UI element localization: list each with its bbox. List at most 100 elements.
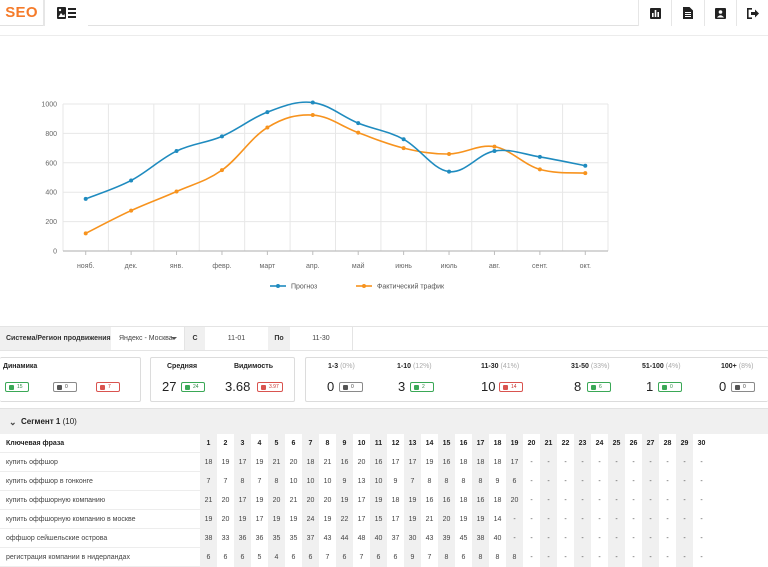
range-badge-value: 6 <box>599 384 602 390</box>
equal-icon <box>57 384 62 390</box>
position-cell: - <box>632 497 635 504</box>
keyword-cell: купить оффшор в гонконге <box>0 472 200 491</box>
position-cell: 17 <box>391 516 400 523</box>
position-cell: 19 <box>289 516 298 523</box>
visibility-badge-value: 3.97 <box>269 384 279 390</box>
arrow-up-icon <box>662 384 667 390</box>
image-list-button[interactable] <box>44 0 88 26</box>
position-cell: 6 <box>506 472 523 491</box>
position-cell: 19 <box>221 459 230 466</box>
data-point-forecast[interactable] <box>537 154 542 159</box>
position-cell: - <box>564 554 567 561</box>
data-point-actual[interactable] <box>537 167 542 172</box>
position-cell: - <box>564 516 567 523</box>
position-cell: 9 <box>404 548 421 567</box>
data-point-forecast[interactable] <box>492 149 497 154</box>
x-tick-label: май <box>352 262 365 270</box>
dynamics-up-value: 15 <box>17 384 23 390</box>
data-point-actual[interactable] <box>174 189 179 194</box>
position-cell: - <box>540 548 557 567</box>
logout-button[interactable] <box>736 0 768 26</box>
segment-header[interactable]: ⌄ Сегмент 1 (10) <box>0 408 768 434</box>
position-cell: - <box>700 478 703 485</box>
data-point-actual[interactable] <box>265 125 270 130</box>
stats-button[interactable] <box>638 0 671 26</box>
range-51-100-badge: 0 <box>658 382 682 392</box>
average-value: 27 <box>162 379 177 394</box>
day-column-header: 25 <box>608 434 625 453</box>
position-cell: 19 <box>404 510 421 529</box>
day-column-header: 5 <box>268 434 285 453</box>
position-cell: 33 <box>221 535 230 542</box>
data-point-forecast[interactable] <box>219 134 224 139</box>
position-cell: 18 <box>493 497 502 504</box>
day-column-header: 19 <box>506 434 523 453</box>
table-row: купить оффшорную компанию в москве 19 20 19… <box>0 510 768 529</box>
brand-logo[interactable]: SEO <box>0 0 44 26</box>
dynamics-down-badge: 7 <box>96 382 120 392</box>
day-column-header: 16 <box>459 440 468 447</box>
date-from-input[interactable]: 11-01 <box>205 327 268 350</box>
day-column-header: 10 <box>357 440 366 447</box>
user-card-icon <box>715 7 726 19</box>
position-cell: - <box>598 497 601 504</box>
position-cell: - <box>700 554 703 561</box>
position-cell: - <box>574 510 591 529</box>
position-cell: 21 <box>200 491 217 510</box>
data-point-forecast[interactable] <box>265 110 270 115</box>
data-point-actual[interactable] <box>492 144 497 149</box>
data-point-actual[interactable] <box>583 171 588 176</box>
position-cell: - <box>530 516 533 523</box>
position-cell: - <box>608 491 625 510</box>
position-cell: - <box>530 497 533 504</box>
data-point-forecast[interactable] <box>583 163 588 168</box>
profile-button[interactable] <box>704 0 736 26</box>
y-tick-label: 800 <box>45 131 57 138</box>
y-tick-label: 200 <box>45 219 57 226</box>
position-cell: 20 <box>302 491 319 510</box>
arrow-up-icon <box>9 384 14 390</box>
position-cell: - <box>598 554 601 561</box>
system-region-select[interactable]: Яндекс - Москва <box>111 327 185 350</box>
data-point-actual[interactable] <box>219 168 224 173</box>
data-point-forecast[interactable] <box>447 169 452 174</box>
dynamics-up-badge: 15 <box>5 382 29 392</box>
position-cell: 24 <box>302 510 319 529</box>
position-cell: 19 <box>268 510 285 529</box>
position-cell: 40 <box>493 535 502 542</box>
data-point-actual[interactable] <box>83 231 88 236</box>
x-tick-label: февр. <box>212 263 231 270</box>
day-column-header: 8 <box>325 440 330 447</box>
data-point-forecast[interactable] <box>83 196 88 201</box>
range-label: 31-50 <box>571 363 589 370</box>
position-cell: - <box>642 529 659 548</box>
position-cell: 6 <box>461 554 466 561</box>
data-point-forecast[interactable] <box>129 178 134 183</box>
position-cell: 43 <box>425 535 434 542</box>
date-to-input[interactable]: 11-30 <box>290 327 352 350</box>
data-point-forecast[interactable] <box>310 100 315 105</box>
range-pct: (4%) <box>665 363 681 370</box>
day-column-header: 26 <box>629 440 638 447</box>
x-tick-label: нояб. <box>77 262 95 270</box>
data-point-actual[interactable] <box>356 130 361 135</box>
position-cell: - <box>700 497 703 504</box>
data-point-forecast[interactable] <box>174 149 179 154</box>
data-point-forecast[interactable] <box>356 121 361 126</box>
position-cell: 6 <box>223 554 228 561</box>
data-point-actual[interactable] <box>129 208 134 213</box>
position-cell: 16 <box>438 491 455 510</box>
position-cell: - <box>598 516 601 523</box>
report-button[interactable] <box>671 0 704 26</box>
position-cell: 16 <box>425 497 434 504</box>
legend-label[interactable]: Фактический трафик <box>377 283 445 291</box>
table-row: купить оффшор 18 19 17 19 21 20 18 21 16 20 16 17 17 1… <box>0 453 768 472</box>
position-cell: 14 <box>493 516 502 523</box>
position-cell: 19 <box>255 497 264 504</box>
data-point-actual[interactable] <box>447 151 452 156</box>
data-point-actual[interactable] <box>310 113 315 118</box>
visibility-value: 3.68 <box>225 379 251 394</box>
data-point-forecast[interactable] <box>401 137 406 142</box>
legend-label[interactable]: Прогноз <box>291 284 317 291</box>
data-point-actual[interactable] <box>401 146 406 151</box>
